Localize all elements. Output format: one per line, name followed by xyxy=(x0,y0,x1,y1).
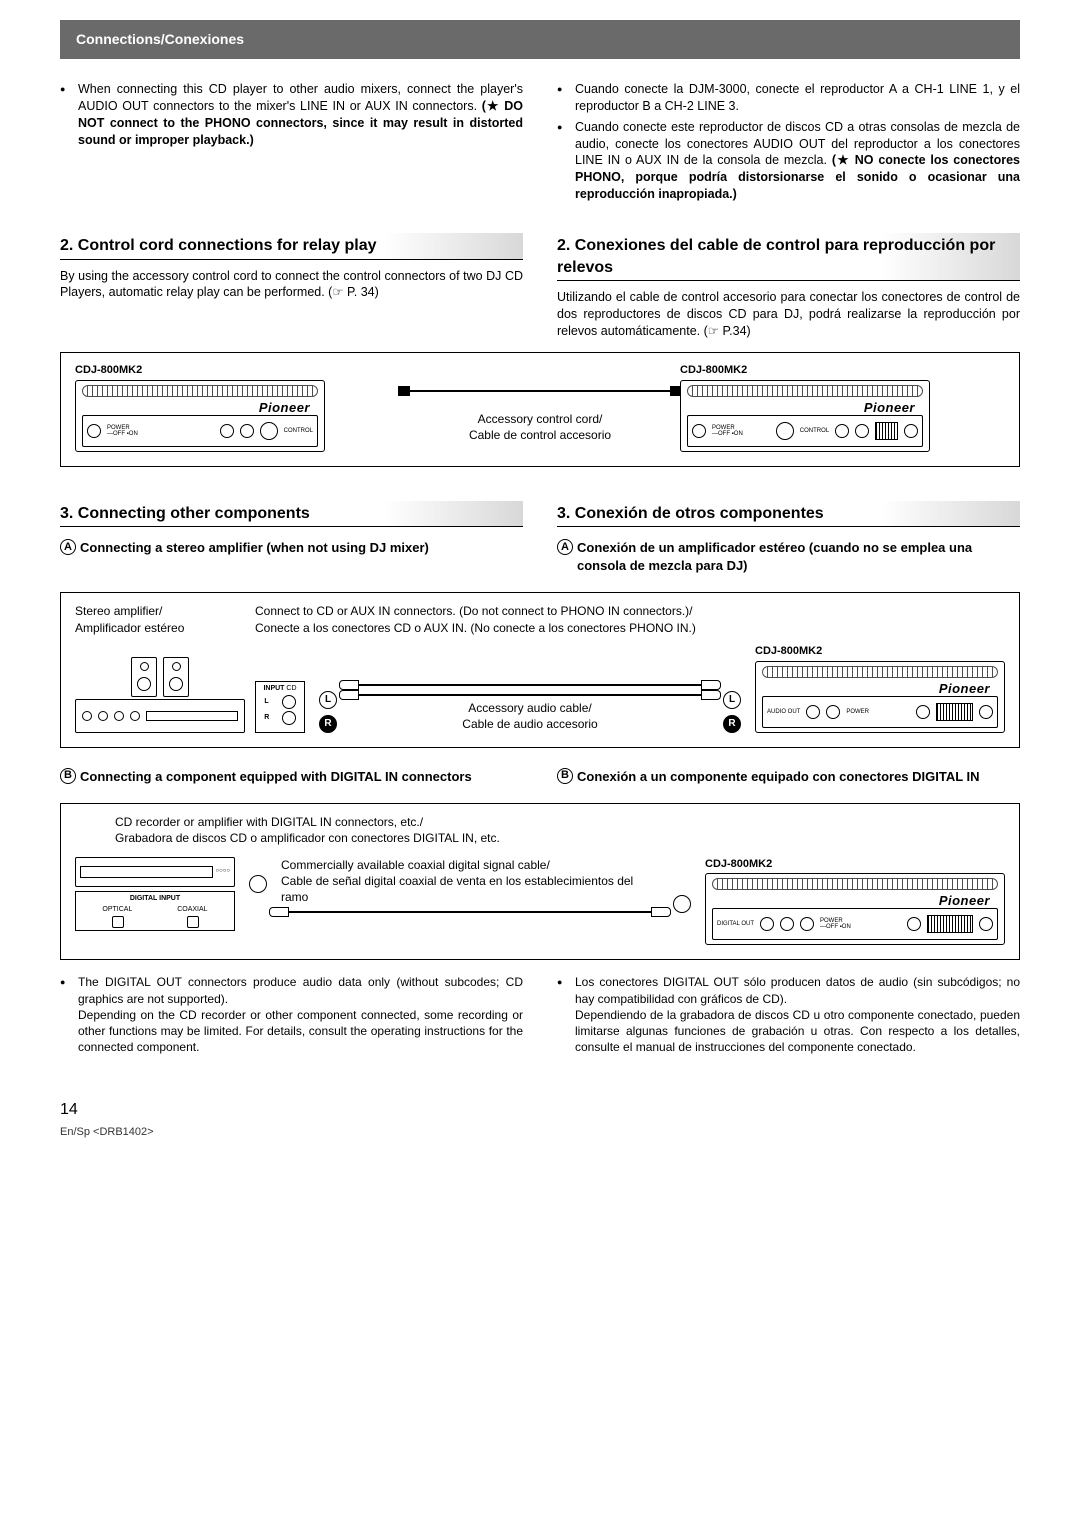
sec2-en-title: 2. Control cord connections for relay pl… xyxy=(60,233,523,260)
diagram-amp: Stereo amplifier/ Amplificador estéreo C… xyxy=(60,592,1020,747)
cdj-d2: Pioneer AUDIO OUT POWER xyxy=(755,661,1005,733)
sec2-en-para: By using the accessory control cord to c… xyxy=(60,268,523,302)
diagram-digital: CD recorder or amplifier with DIGITAL IN… xyxy=(60,803,1020,960)
sec2-es-title: 2. Conexiones del cable de control para … xyxy=(557,233,1020,281)
top-en-bullet: When connecting this CD player to other … xyxy=(78,81,523,149)
audio-cable-es: Cable de audio accesorio xyxy=(462,717,597,731)
rec-label-es: Grabadora de discos CD o amplificador co… xyxy=(115,831,500,845)
coax-plug-l xyxy=(249,875,267,893)
cord-label-en: Accessory control cord/ xyxy=(478,412,603,426)
cdj-left: Pioneer POWER—OFF ▪ON CONTROL xyxy=(75,380,325,452)
sec3-es-title: 3. Conexión de otros componentes xyxy=(557,501,1020,528)
sec3a-es: AConexión de un amplificador estéreo (cu… xyxy=(557,539,1020,574)
device-label-right: CDJ-800MK2 xyxy=(680,363,1005,378)
top-paragraphs: When connecting this CD player to other … xyxy=(60,81,1020,207)
amp-label-es: Amplificador estéreo xyxy=(75,621,184,635)
section-header: Connections/Conexiones xyxy=(60,20,1020,59)
cdj-d3: Pioneer DIGITAL OUT POWER—OFF ▪ON xyxy=(705,873,1005,945)
coax-cable-es: Cable de señal digital coaxial de venta … xyxy=(281,874,633,904)
audio-cable-en: Accessory audio cable/ xyxy=(468,701,591,715)
page-number: 14 xyxy=(60,1099,1020,1121)
r-jack: R xyxy=(319,715,337,733)
input-jacks: INPUT CD L R xyxy=(255,681,305,733)
amp-label-en: Stereo amplifier/ xyxy=(75,604,162,618)
diagram-relay: CDJ-800MK2 Pioneer POWER—OFF ▪ON CONTROL xyxy=(60,352,1020,467)
footer: En/Sp <DRB1402> xyxy=(60,1125,1020,1140)
device-label-left: CDJ-800MK2 xyxy=(75,363,400,378)
cdj-right: Pioneer POWER—OFF ▪ON CONTROL xyxy=(680,380,930,452)
conn-note-en: Connect to CD or AUX IN connectors. (Do … xyxy=(255,604,693,618)
note-en: The DIGITAL OUT connectors produce audio… xyxy=(78,974,523,1055)
amplifier-drawing xyxy=(75,657,245,733)
sec3b-es: BConexión a un componente equipado con c… xyxy=(557,768,1020,786)
coax-cable-en: Commercially available coaxial digital s… xyxy=(281,858,550,872)
rec-label-en: CD recorder or amplifier with DIGITAL IN… xyxy=(115,815,423,829)
sec3-en-title: 3. Connecting other components xyxy=(60,501,523,528)
coax-plug-r xyxy=(673,895,691,913)
conn-note-es: Conecte a los conectores CD o AUX IN. (N… xyxy=(255,621,696,635)
sec3b-en: BConnecting a component equipped with DI… xyxy=(60,768,523,786)
note-es: Los conectores DIGITAL OUT sólo producen… xyxy=(575,974,1020,1055)
cord-label-es: Cable de control accesorio xyxy=(469,428,611,442)
l-jack: L xyxy=(319,691,337,709)
device-label-d2: CDJ-800MK2 xyxy=(755,644,1005,659)
top-es-bullet-1: Cuando conecte la DJM-3000, conecte el r… xyxy=(575,81,1020,115)
device-label-d3: CDJ-800MK2 xyxy=(705,857,1005,872)
top-es-bullet-2: Cuando conecte este reproductor de disco… xyxy=(575,119,1020,203)
sec2-es-para: Utilizando el cable de control accesorio… xyxy=(557,289,1020,340)
recorder-drawing: ○○○○ DIGITAL INPUT OPTICALCOAXIAL xyxy=(75,857,235,932)
sec3a-en: AConnecting a stereo amplifier (when not… xyxy=(60,539,523,557)
